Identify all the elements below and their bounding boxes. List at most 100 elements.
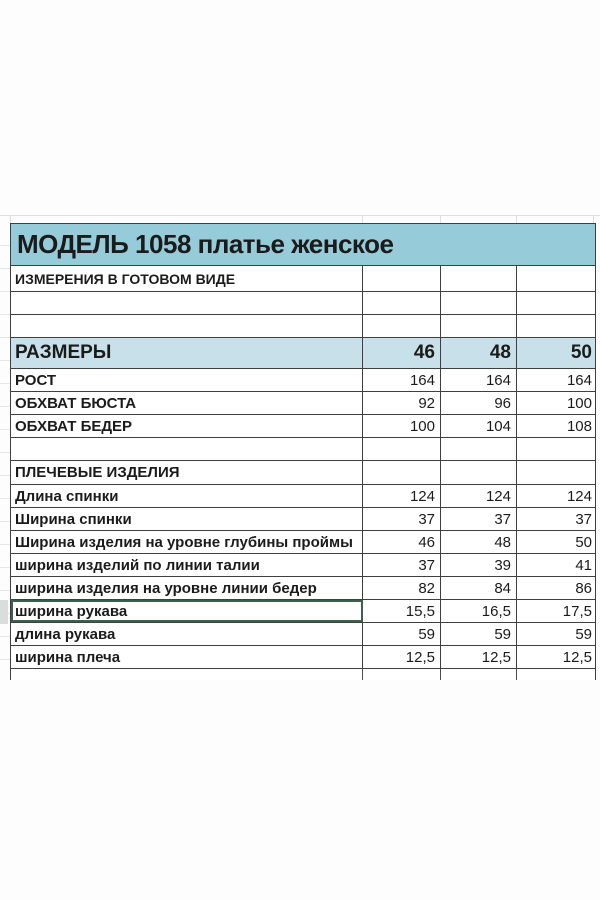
table-row: ИЗМЕРЕНИЯ В ГОТОВОМ ВИДЕ [11, 266, 595, 292]
model-title-cell[interactable]: МОДЕЛЬ 1058 платье женское [11, 224, 595, 266]
row-label-cell[interactable] [11, 438, 363, 460]
row-label-cell[interactable]: Ширина изделия на уровне глубины проймы [11, 531, 363, 553]
value-cell[interactable] [363, 315, 441, 337]
value-cell[interactable]: 46 [363, 338, 441, 368]
value-cell[interactable] [441, 461, 517, 484]
value-cell[interactable] [441, 266, 517, 291]
row-label-cell[interactable]: ширина рукава [11, 600, 363, 622]
value-cell[interactable]: 104 [441, 415, 517, 437]
row-label-cell[interactable]: ОБХВАТ БЮСТА [11, 392, 363, 414]
value-cell[interactable]: 50 [570, 342, 592, 363]
value-cell[interactable]: 100 [363, 415, 441, 437]
table-row: Ширина изделия на уровне глубины проймы 4… [11, 531, 595, 554]
table-row: РАЗМЕРЫ 46 48 50 [11, 338, 595, 369]
row-label-cell[interactable]: ИЗМЕРЕНИЯ В ГОТОВОМ ВИДЕ [11, 266, 363, 291]
value-cell[interactable]: 37 [363, 508, 441, 530]
sheet-gridline-vertical [593, 216, 594, 224]
row-label-cell[interactable]: ПЛЕЧЕВЫЕ ИЗДЕЛИЯ [11, 461, 363, 484]
value-cell[interactable]: 108 [566, 417, 592, 435]
row-label-cell[interactable]: ширина плеча [11, 646, 363, 668]
value-cell[interactable] [363, 461, 441, 484]
value-cell[interactable]: 82 [363, 577, 441, 599]
value-cell[interactable]: 15,5 [363, 600, 441, 622]
row-label-cell[interactable]: длина рукава [11, 623, 363, 645]
sheet-gridline-vertical [440, 216, 441, 224]
row-label-cell[interactable]: ОБХВАТ БЕДЕР [11, 415, 363, 437]
row-label-cell[interactable]: РОСТ [11, 369, 363, 391]
value-cell[interactable]: 16,5 [441, 600, 517, 622]
table-rows: ИЗМЕРЕНИЯ В ГОТОВОМ ВИДЕ РАЗМЕРЫ 46 48 50 РОС… [11, 266, 595, 669]
table-row: ПЛЕЧЕВЫЕ ИЗДЕЛИЯ [11, 461, 595, 485]
value-cell[interactable]: 124 [566, 487, 592, 505]
sheet-gridline-vertical [10, 216, 11, 224]
value-cell[interactable]: 12,5 [363, 646, 441, 668]
table-row: ширина рукава 15,5 16,5 17,5 [11, 600, 595, 623]
sheet-gridline-horizontal [0, 215, 600, 216]
row-label-cell[interactable]: РАЗМЕРЫ [11, 338, 363, 368]
table-row: ширина плеча 12,5 12,5 12,5 [11, 646, 595, 669]
row-label-cell[interactable]: Ширина спинки [11, 508, 363, 530]
value-cell[interactable]: 124 [363, 485, 441, 507]
value-cell[interactable] [363, 266, 441, 291]
value-cell[interactable]: 59 [363, 623, 441, 645]
value-cell[interactable]: 12,5 [441, 646, 517, 668]
value-cell[interactable] [517, 461, 597, 484]
table-row: ОБХВАТ БЕДЕР 100 104 108 [11, 415, 595, 438]
table-row [11, 315, 595, 338]
table-row: Длина спинки 124 124 124 [11, 485, 595, 508]
table-row: ширина изделия на уровне линии бедер 82 84… [11, 577, 595, 600]
value-cell[interactable]: 164 [566, 371, 592, 389]
value-cell[interactable]: 59 [441, 623, 517, 645]
table-row: Ширина спинки 37 37 37 [11, 508, 595, 531]
value-cell[interactable] [517, 266, 597, 291]
value-cell[interactable]: 17,5 [562, 602, 592, 620]
value-cell[interactable] [517, 438, 597, 460]
table-row: РОСТ 164 164 164 [11, 369, 595, 392]
value-cell[interactable] [441, 438, 517, 460]
value-cell[interactable] [363, 292, 441, 314]
size-chart-table: МОДЕЛЬ 1058 платье женское ИЗМЕРЕНИЯ В Г… [10, 223, 596, 680]
table-row [11, 438, 595, 461]
value-cell[interactable]: 37 [575, 510, 592, 528]
value-cell[interactable]: 50 [575, 533, 592, 551]
value-cell[interactable] [517, 292, 597, 314]
value-cell[interactable] [441, 315, 517, 337]
value-cell[interactable]: 164 [441, 369, 517, 391]
sheet-gridline-vertical [516, 216, 517, 224]
row-gutter-selection-highlight [0, 600, 8, 624]
gridline-stub [440, 669, 441, 680]
value-cell[interactable] [517, 315, 597, 337]
row-gutter [0, 223, 10, 680]
table-row: ОБХВАТ БЮСТА 92 96 100 [11, 392, 595, 415]
table-row [11, 292, 595, 315]
table-row: ширина изделий по линии талии 37 39 41 [11, 554, 595, 577]
row-label-cell[interactable]: Длина спинки [11, 485, 363, 507]
value-cell[interactable]: 164 [363, 369, 441, 391]
row-label-cell[interactable] [11, 315, 363, 337]
value-cell[interactable]: 48 [441, 338, 517, 368]
row-label-cell[interactable]: ширина изделия на уровне линии бедер [11, 577, 363, 599]
value-cell[interactable]: 37 [441, 508, 517, 530]
value-cell[interactable]: 96 [441, 392, 517, 414]
value-cell[interactable]: 37 [363, 554, 441, 576]
row-label-cell[interactable] [11, 292, 363, 314]
value-cell[interactable] [363, 438, 441, 460]
value-cell[interactable]: 59 [575, 625, 592, 643]
value-cell[interactable]: 86 [575, 579, 592, 597]
value-cell[interactable] [441, 292, 517, 314]
partial-gridline-row [11, 669, 595, 680]
gridline-stub [362, 669, 363, 680]
value-cell[interactable]: 12,5 [562, 648, 592, 666]
row-label-cell[interactable]: ширина изделий по линии талии [11, 554, 363, 576]
value-cell[interactable]: 41 [575, 556, 592, 574]
value-cell[interactable]: 46 [363, 531, 441, 553]
value-cell[interactable]: 48 [441, 531, 517, 553]
table-row: длина рукава 59 59 59 [11, 623, 595, 646]
value-cell[interactable]: 92 [363, 392, 441, 414]
sheet-gridline-vertical [362, 216, 363, 224]
value-cell[interactable]: 84 [441, 577, 517, 599]
value-cell[interactable]: 100 [566, 394, 592, 412]
value-cell[interactable]: 124 [441, 485, 517, 507]
value-cell[interactable]: 39 [441, 554, 517, 576]
